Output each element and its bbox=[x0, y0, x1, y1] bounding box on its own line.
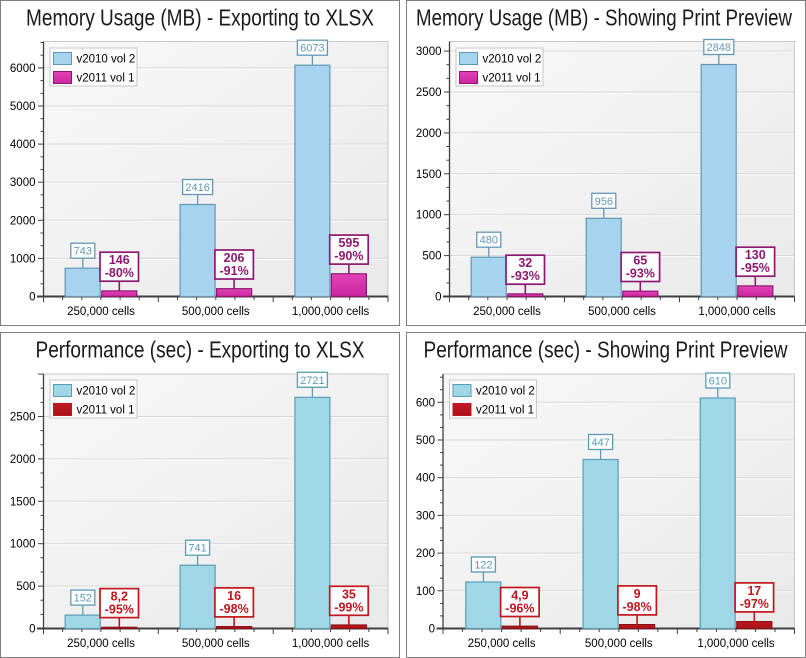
svg-text:16: 16 bbox=[227, 589, 241, 603]
svg-text:6000: 6000 bbox=[10, 63, 36, 75]
svg-text:500,000 cells: 500,000 cells bbox=[182, 638, 250, 650]
svg-text:2500: 2500 bbox=[416, 87, 442, 99]
svg-text:1,000,000 cells: 1,000,000 cells bbox=[697, 638, 775, 650]
svg-text:-95%: -95% bbox=[741, 261, 770, 275]
svg-text:-95%: -95% bbox=[105, 603, 134, 617]
svg-text:-80%: -80% bbox=[105, 266, 134, 280]
svg-text:v2010 vol 2: v2010 vol 2 bbox=[483, 54, 542, 66]
svg-text:v2010 vol 2: v2010 vol 2 bbox=[476, 386, 535, 398]
svg-text:146: 146 bbox=[109, 253, 130, 267]
svg-text:1000: 1000 bbox=[416, 210, 442, 222]
svg-text:2000: 2000 bbox=[10, 215, 36, 227]
svg-text:Memory Usage (MB) - Showing Pr: Memory Usage (MB) - Showing Print Previe… bbox=[416, 5, 792, 31]
svg-text:v2011 vol 1: v2011 vol 1 bbox=[483, 73, 541, 85]
svg-text:Memory Usage (MB) - Exporting: Memory Usage (MB) - Exporting to XLSX bbox=[26, 5, 374, 31]
svg-text:2000: 2000 bbox=[416, 128, 442, 140]
svg-text:3000: 3000 bbox=[10, 177, 36, 189]
svg-text:9: 9 bbox=[634, 587, 641, 601]
svg-text:5000: 5000 bbox=[10, 101, 36, 113]
svg-text:610: 610 bbox=[709, 376, 727, 388]
svg-text:Performance (sec) - Showing Pr: Performance (sec) - Showing Print Previe… bbox=[424, 337, 788, 363]
svg-text:35: 35 bbox=[342, 587, 356, 601]
svg-text:-98%: -98% bbox=[623, 600, 652, 614]
svg-text:300: 300 bbox=[416, 510, 435, 522]
svg-text:1500: 1500 bbox=[416, 169, 442, 181]
svg-text:250,000 cells: 250,000 cells bbox=[468, 638, 536, 650]
svg-text:1500: 1500 bbox=[10, 496, 36, 508]
svg-text:v2011 vol 1: v2011 vol 1 bbox=[77, 73, 135, 85]
svg-text:0: 0 bbox=[435, 292, 441, 304]
svg-text:500,000 cells: 500,000 cells bbox=[182, 306, 250, 318]
svg-text:0: 0 bbox=[29, 292, 35, 304]
svg-text:743: 743 bbox=[74, 246, 92, 258]
svg-text:17: 17 bbox=[747, 584, 761, 598]
svg-text:32: 32 bbox=[518, 256, 532, 270]
svg-text:v2010 vol 2: v2010 vol 2 bbox=[77, 386, 136, 398]
svg-text:-91%: -91% bbox=[220, 264, 249, 278]
svg-text:2721: 2721 bbox=[300, 375, 324, 387]
svg-text:1000: 1000 bbox=[10, 253, 36, 265]
svg-text:500: 500 bbox=[416, 435, 435, 447]
svg-text:500,000 cells: 500,000 cells bbox=[585, 638, 653, 650]
svg-text:-93%: -93% bbox=[511, 269, 540, 283]
svg-text:122: 122 bbox=[474, 560, 492, 572]
svg-text:200: 200 bbox=[416, 548, 435, 560]
svg-text:v2011 vol 1: v2011 vol 1 bbox=[77, 405, 135, 417]
svg-text:-97%: -97% bbox=[740, 597, 769, 611]
svg-text:741: 741 bbox=[188, 543, 206, 555]
svg-text:2848: 2848 bbox=[707, 42, 731, 54]
svg-text:Performance (sec) - Exporting: Performance (sec) - Exporting to XLSX bbox=[36, 337, 365, 363]
svg-text:1,000,000 cells: 1,000,000 cells bbox=[292, 306, 370, 318]
svg-text:2500: 2500 bbox=[10, 412, 36, 424]
svg-text:600: 600 bbox=[416, 397, 435, 409]
svg-text:500,000 cells: 500,000 cells bbox=[588, 306, 656, 318]
svg-text:8,2: 8,2 bbox=[111, 590, 128, 604]
svg-text:-99%: -99% bbox=[334, 600, 363, 614]
svg-text:65: 65 bbox=[633, 254, 647, 268]
svg-text:1,000,000 cells: 1,000,000 cells bbox=[292, 638, 370, 650]
svg-text:250,000 cells: 250,000 cells bbox=[473, 306, 541, 318]
svg-text:447: 447 bbox=[591, 437, 609, 449]
svg-text:4000: 4000 bbox=[10, 139, 36, 151]
svg-text:480: 480 bbox=[480, 235, 498, 247]
svg-text:-98%: -98% bbox=[220, 602, 249, 616]
svg-text:500: 500 bbox=[422, 251, 441, 263]
svg-text:2416: 2416 bbox=[185, 182, 209, 194]
svg-text:130: 130 bbox=[745, 248, 766, 262]
svg-text:100: 100 bbox=[416, 586, 435, 598]
svg-text:v2010 vol 2: v2010 vol 2 bbox=[77, 54, 136, 66]
svg-text:1,000,000 cells: 1,000,000 cells bbox=[698, 306, 776, 318]
svg-text:250,000 cells: 250,000 cells bbox=[67, 306, 135, 318]
svg-text:3000: 3000 bbox=[416, 46, 442, 58]
svg-text:152: 152 bbox=[74, 593, 92, 605]
svg-text:6073: 6073 bbox=[300, 43, 324, 55]
svg-text:-96%: -96% bbox=[505, 602, 534, 616]
svg-text:0: 0 bbox=[429, 624, 435, 636]
svg-text:0: 0 bbox=[29, 624, 35, 636]
svg-text:-90%: -90% bbox=[334, 249, 363, 263]
svg-text:595: 595 bbox=[338, 236, 359, 250]
svg-text:1000: 1000 bbox=[10, 539, 36, 551]
svg-text:v2011 vol 1: v2011 vol 1 bbox=[476, 405, 534, 417]
svg-text:206: 206 bbox=[224, 251, 245, 265]
svg-text:4,9: 4,9 bbox=[511, 589, 528, 603]
svg-text:956: 956 bbox=[595, 196, 613, 208]
svg-text:500: 500 bbox=[16, 581, 35, 593]
svg-text:250,000 cells: 250,000 cells bbox=[67, 638, 135, 650]
svg-text:-93%: -93% bbox=[626, 267, 655, 281]
svg-text:400: 400 bbox=[416, 473, 435, 485]
svg-text:2000: 2000 bbox=[10, 454, 36, 466]
